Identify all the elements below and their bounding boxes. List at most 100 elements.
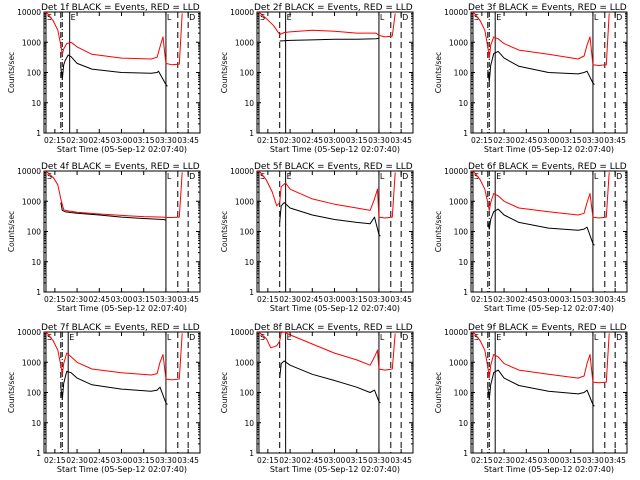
chart-title: Det 8f BLACK = Events, RED = LLD	[254, 323, 413, 333]
x-tick-label: 02:15	[257, 295, 279, 304]
x-tick-label: 02:30	[279, 456, 301, 465]
lld-series-line	[44, 170, 183, 218]
x-tick-label: 02:45	[88, 136, 110, 145]
y-axis-label: Counts/sec	[7, 52, 16, 93]
y-tick-label: 1	[249, 129, 254, 138]
x-tick-label: 03:15	[560, 295, 582, 304]
events-series-line	[487, 369, 595, 407]
chart-panel: Det 3f BLACK = Events, RED = LLD 1 10 100 10…	[434, 3, 628, 154]
marker-label: E	[71, 13, 76, 22]
x-tick-label: 02:30	[493, 456, 515, 465]
x-tick-label: 02:45	[515, 136, 537, 145]
y-tick-label: 10	[458, 258, 468, 267]
x-tick-label: 02:15	[44, 295, 66, 304]
x-tick-label: 03:45	[604, 295, 626, 304]
marker-label: S	[474, 333, 479, 342]
x-axis-label: Start Time (05-Sep-12 02:07:40)	[484, 304, 614, 313]
y-axis-label: Counts/sec	[7, 372, 16, 413]
x-tick-label: 02:30	[493, 136, 515, 145]
x-tick-label: 03:00	[111, 295, 133, 304]
x-tick-label: 03:45	[604, 456, 626, 465]
chart-title: Det 1f BLACK = Events, RED = LLD	[41, 3, 200, 13]
x-axis-label: Start Time (05-Sep-12 02:07:40)	[484, 465, 614, 474]
y-tick-label: 100	[27, 228, 42, 237]
x-axis-label: Start Time (05-Sep-12 02:07:40)	[484, 145, 614, 154]
x-tick-label: 03:30	[582, 295, 604, 304]
marker-label: S	[260, 13, 265, 22]
x-tick-label: 02:30	[66, 136, 88, 145]
marker-label: S	[47, 333, 52, 342]
x-tick-label: 03:00	[538, 456, 560, 465]
y-tick-label: 1000	[22, 38, 41, 47]
marker-label: E	[496, 13, 501, 22]
y-tick-label: 1	[463, 129, 468, 138]
plot-frame	[43, 170, 201, 293]
y-tick-label: 1000	[449, 358, 468, 367]
plot-frame	[256, 11, 414, 134]
events-series-line	[279, 37, 379, 42]
x-tick-label: 03:30	[368, 136, 390, 145]
x-tick-label: 02:15	[257, 456, 279, 465]
marker-label: E	[496, 172, 501, 181]
y-tick-label: 1	[36, 129, 41, 138]
y-axis-label: Counts/sec	[434, 52, 443, 93]
x-tick-label: 03:45	[177, 456, 199, 465]
x-axis-label: Start Time (05-Sep-12 02:07:40)	[270, 465, 400, 474]
x-tick-label: 02:45	[515, 295, 537, 304]
lld-series-line	[257, 170, 396, 219]
y-tick-label: 1	[463, 288, 468, 297]
marker-label: D	[402, 333, 408, 342]
x-axis-label: Start Time (05-Sep-12 02:07:40)	[270, 304, 400, 313]
x-tick-label: 02:15	[471, 456, 493, 465]
x-tick-label: 03:00	[324, 295, 346, 304]
x-tick-label: 03:30	[582, 456, 604, 465]
marker-label: D	[616, 172, 622, 181]
marker-label: L	[167, 333, 172, 342]
chart-panel: Det 5f BLACK = Events, RED = LLD 1 10 100 10…	[220, 162, 414, 313]
y-tick-label: 10	[458, 419, 468, 428]
events-series-line	[60, 202, 166, 221]
chart-panel: Det 1f BLACK = Events, RED = LLD 1 10 100 10…	[7, 3, 201, 154]
x-tick-label: 03:30	[368, 295, 390, 304]
x-tick-label: 03:00	[538, 295, 560, 304]
chart-panel: Det 2f BLACK = Events, RED = LLD 1 10 100 10…	[220, 3, 414, 154]
marker-label: D	[616, 13, 622, 22]
events-series-line	[487, 208, 595, 246]
chart-title: Det 2f BLACK = Events, RED = LLD	[254, 3, 413, 13]
marker-label: S	[47, 172, 52, 181]
y-tick-label: 10	[31, 258, 41, 267]
x-tick-label: 02:45	[301, 136, 323, 145]
plot-frame	[256, 331, 414, 454]
x-tick-label: 03:15	[560, 136, 582, 145]
marker-label: D	[189, 333, 195, 342]
x-axis-label: Start Time (05-Sep-12 02:07:40)	[57, 304, 187, 313]
x-tick-label: 03:15	[346, 456, 368, 465]
x-tick-label: 03:45	[390, 456, 412, 465]
y-tick-label: 100	[240, 228, 255, 237]
marker-label: D	[189, 172, 195, 181]
y-tick-label: 10000	[230, 8, 254, 17]
events-series-line	[60, 370, 168, 405]
y-tick-label: 1	[36, 449, 41, 458]
y-tick-label: 100	[27, 389, 42, 398]
y-axis-label: Counts/sec	[220, 372, 229, 413]
y-tick-label: 10000	[444, 8, 468, 17]
y-axis-label: Counts/sec	[434, 211, 443, 252]
events-series-line	[279, 360, 381, 404]
x-tick-label: 02:45	[301, 456, 323, 465]
x-tick-label: 03:30	[368, 456, 390, 465]
x-tick-label: 03:00	[324, 136, 346, 145]
x-tick-label: 03:30	[582, 136, 604, 145]
x-tick-label: 02:30	[66, 295, 88, 304]
y-axis-label: Counts/sec	[220, 52, 229, 93]
x-tick-label: 03:45	[177, 295, 199, 304]
lld-series-line	[257, 11, 396, 38]
marker-label: D	[189, 13, 195, 22]
y-tick-label: 100	[454, 228, 469, 237]
marker-label: L	[380, 13, 385, 22]
y-tick-label: 100	[240, 69, 255, 78]
chart-panel: Det 4f BLACK = Events, RED = LLD 1 10 100 10…	[7, 162, 201, 313]
x-tick-label: 03:00	[111, 136, 133, 145]
y-tick-label: 10	[244, 99, 254, 108]
